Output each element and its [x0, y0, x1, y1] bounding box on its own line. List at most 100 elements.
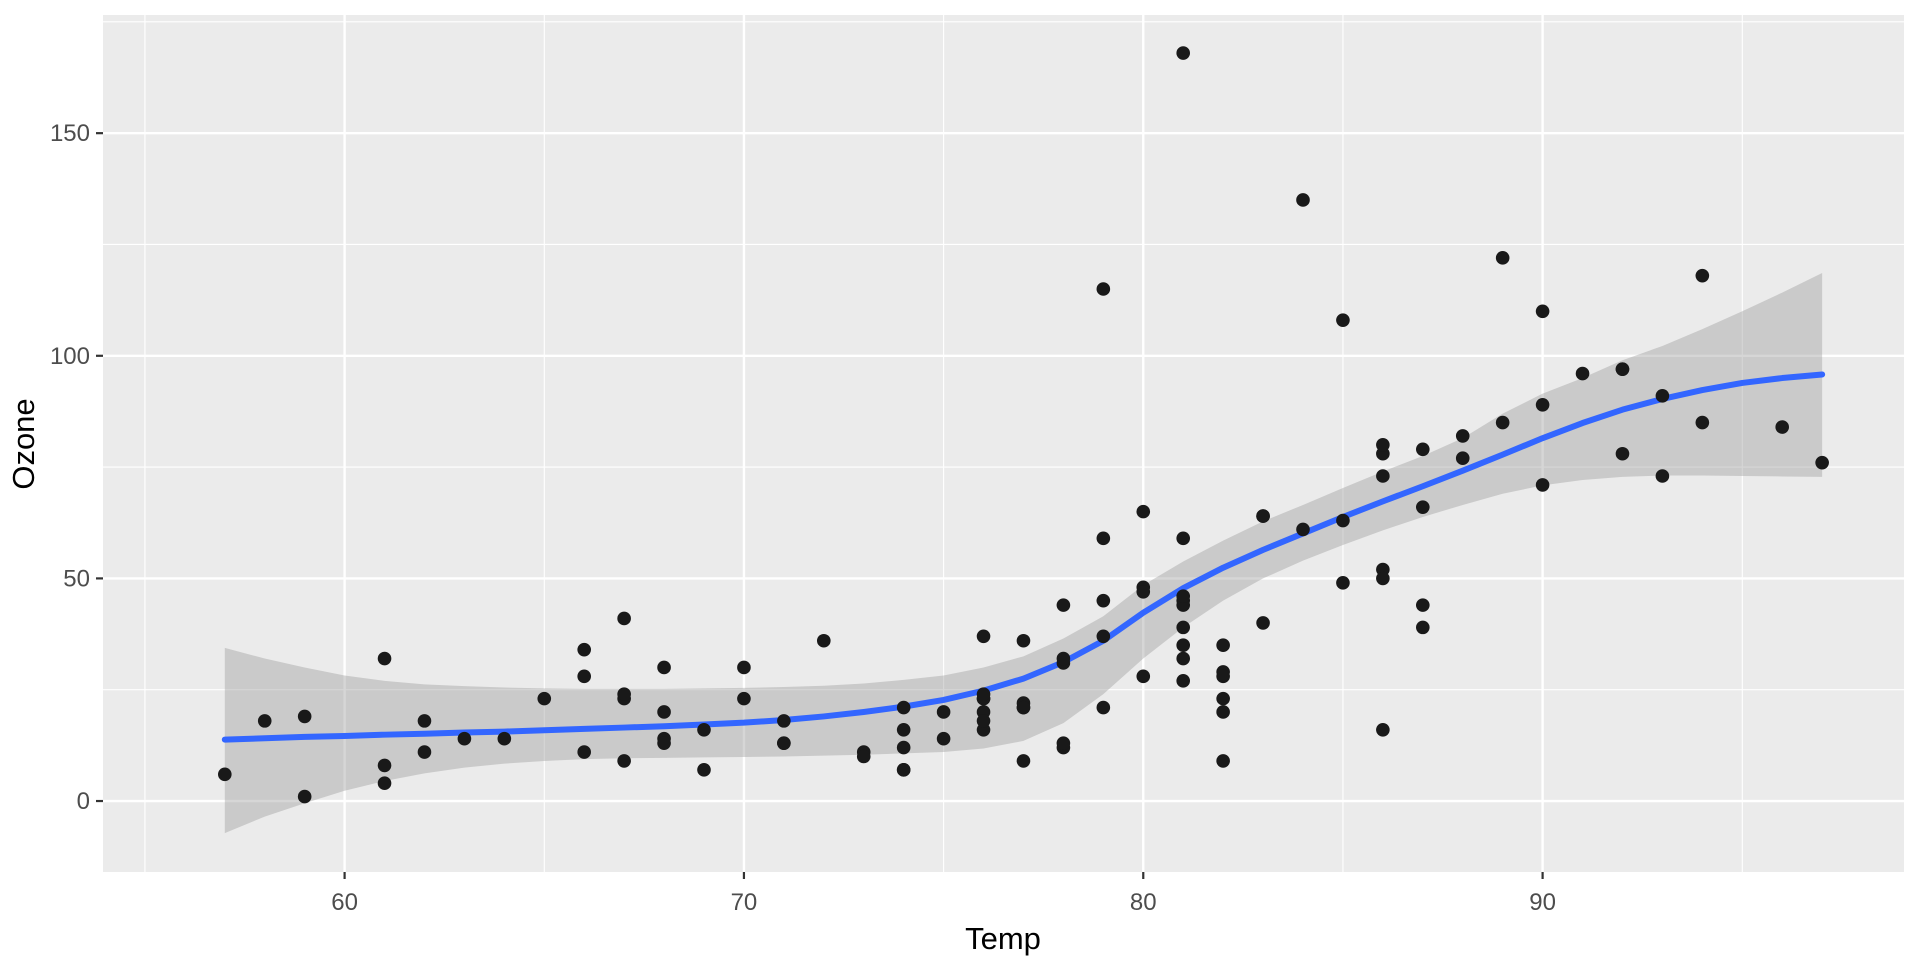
- data-point: [1176, 638, 1191, 652]
- data-point: [1216, 669, 1230, 684]
- data-point: [297, 789, 312, 804]
- data-point: [1495, 251, 1510, 265]
- data-point: [417, 714, 432, 728]
- data-point: [1695, 415, 1710, 430]
- data-point: [657, 705, 671, 719]
- data-point: [1176, 46, 1191, 60]
- data-point: [377, 651, 392, 666]
- data-point: [1096, 282, 1111, 296]
- data-point: [1296, 193, 1310, 207]
- x-tick-label: 80: [1130, 889, 1157, 916]
- data-point: [896, 740, 911, 755]
- panel-background: [103, 15, 1904, 872]
- data-point: [1575, 366, 1590, 381]
- data-point: [257, 714, 272, 728]
- data-point: [936, 731, 951, 746]
- data-point: [1056, 598, 1071, 612]
- data-point: [497, 731, 512, 746]
- data-point: [1296, 522, 1310, 537]
- data-point: [417, 745, 432, 759]
- data-point: [1136, 584, 1151, 599]
- data-point: [1056, 651, 1071, 666]
- data-point: [1376, 469, 1390, 483]
- data-point: [1176, 674, 1191, 688]
- data-point: [577, 669, 591, 684]
- y-axis-title: Ozone: [6, 398, 41, 489]
- x-tick-label: 70: [731, 889, 758, 916]
- data-point: [1176, 620, 1191, 635]
- data-point: [1615, 446, 1630, 461]
- data-point: [1336, 313, 1350, 327]
- data-point: [577, 642, 591, 657]
- data-point: [537, 691, 552, 706]
- data-point: [1216, 638, 1230, 652]
- data-point: [976, 687, 991, 701]
- axis-tick-marks: [96, 132, 1544, 879]
- y-tick-label: 100: [50, 343, 90, 370]
- data-point: [1775, 420, 1790, 434]
- data-point: [1376, 722, 1390, 737]
- data-point: [1455, 451, 1470, 465]
- data-point: [1416, 442, 1430, 457]
- data-point: [1416, 620, 1430, 635]
- data-point: [1256, 509, 1270, 523]
- data-point: [1535, 478, 1550, 492]
- data-point: [1016, 633, 1031, 648]
- data-point: [1416, 500, 1430, 514]
- data-point: [1216, 705, 1230, 719]
- data-points: [217, 46, 1829, 804]
- y-tick-label: 50: [63, 565, 90, 592]
- data-point: [1615, 362, 1630, 376]
- smooth-line: [221, 371, 1826, 743]
- data-point: [1336, 513, 1350, 528]
- x-tick-label: 60: [331, 889, 358, 916]
- data-point: [816, 633, 831, 648]
- data-point: [1655, 389, 1670, 403]
- data-point: [1176, 589, 1191, 604]
- data-point: [617, 754, 631, 768]
- data-point: [1136, 504, 1151, 519]
- data-point: [617, 687, 631, 701]
- data-point: [1416, 598, 1430, 612]
- data-point: [1376, 438, 1390, 452]
- data-point: [1136, 669, 1151, 684]
- minor-gridlines: [103, 15, 1904, 872]
- loess-smooth-line: [221, 371, 1826, 743]
- data-point: [1096, 531, 1111, 546]
- data-point: [1096, 700, 1111, 715]
- data-point: [777, 714, 791, 728]
- data-point: [1815, 455, 1829, 470]
- data-point: [657, 660, 671, 675]
- data-point: [617, 611, 631, 626]
- data-point: [1655, 469, 1670, 483]
- data-point: [697, 763, 711, 777]
- data-point: [1216, 691, 1230, 706]
- data-point: [697, 722, 711, 737]
- data-point: [1096, 629, 1111, 644]
- data-point: [1695, 268, 1710, 283]
- data-point: [1016, 700, 1031, 715]
- data-point: [577, 745, 591, 759]
- data-point: [896, 763, 911, 777]
- data-point: [896, 700, 911, 715]
- x-tick-label: 90: [1529, 889, 1556, 916]
- major-gridlines: [103, 15, 1904, 872]
- data-point: [976, 714, 991, 728]
- data-point: [777, 736, 791, 750]
- data-point: [1056, 736, 1071, 750]
- data-point: [1256, 616, 1270, 630]
- x-axis-title: Temp: [965, 921, 1041, 956]
- data-point: [457, 731, 472, 746]
- data-point: [1535, 304, 1550, 319]
- data-point: [1096, 593, 1111, 608]
- data-point: [1216, 754, 1230, 768]
- data-point: [1535, 397, 1550, 412]
- data-point: [856, 749, 871, 764]
- data-point: [657, 736, 671, 750]
- data-point: [377, 776, 392, 791]
- data-point: [217, 767, 232, 782]
- data-point: [1455, 429, 1470, 443]
- y-tick-labels: 0 50 100 150: [50, 120, 90, 815]
- data-point: [1016, 754, 1031, 768]
